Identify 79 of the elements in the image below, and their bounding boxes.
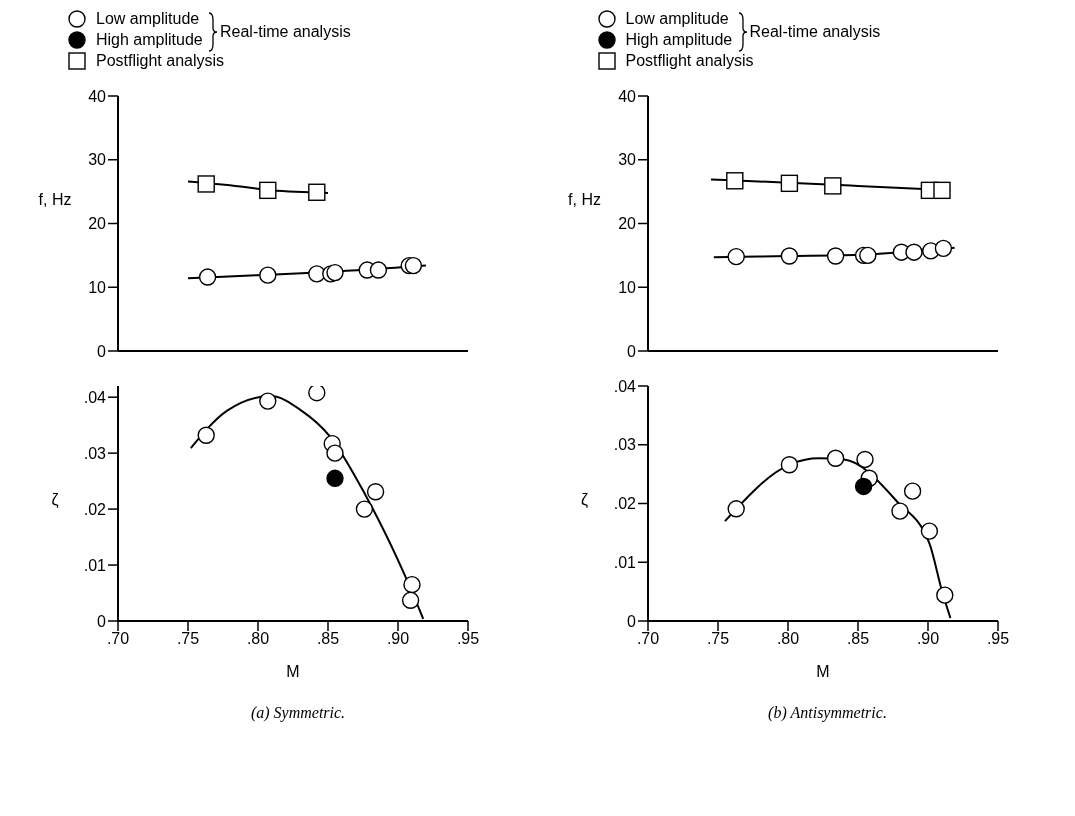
y-tick-label: 30	[617, 151, 636, 169]
legend-label: Low amplitude	[96, 9, 200, 28]
y-tick-label: 0	[626, 342, 636, 360]
x-tick-label: .95	[986, 630, 1009, 648]
y-tick-label: 40	[88, 87, 107, 105]
y-tick-label: .03	[613, 436, 636, 454]
point	[932, 181, 951, 200]
legend-label: High amplitude	[96, 30, 203, 49]
point	[369, 261, 388, 279]
point	[823, 177, 841, 195]
point	[780, 456, 798, 474]
text: (b) Antisymmetric.	[767, 704, 888, 722]
point	[935, 586, 953, 604]
y-tick-label: 20	[617, 215, 636, 233]
x-tick-label: .90	[916, 630, 939, 648]
x-tick-label: .75	[706, 630, 729, 648]
y-tick-label: .04	[613, 377, 636, 395]
text: (a) Symmetric.	[249, 704, 347, 722]
y-axis-title: ζ	[579, 491, 590, 509]
point	[727, 247, 745, 266]
x-tick-label: .85	[846, 630, 869, 648]
point	[401, 591, 420, 609]
point	[780, 174, 798, 193]
y-tick-label: .03	[83, 444, 107, 462]
x-tick-label: .75	[176, 630, 200, 648]
x-tick-label: .95	[456, 630, 480, 648]
point	[326, 263, 344, 282]
x-axis-title: M	[815, 663, 830, 680]
point	[934, 239, 952, 258]
point	[259, 266, 277, 284]
point	[404, 256, 423, 275]
point	[826, 449, 844, 467]
y-axis-title: f, Hz	[567, 191, 602, 209]
x-tick-label: .80	[246, 630, 270, 648]
y-tick-label: .04	[83, 388, 107, 406]
y-tick-label: 10	[617, 278, 636, 296]
y-tick-label: 20	[88, 215, 107, 233]
point	[826, 247, 844, 265]
y-tick-label: .01	[613, 553, 636, 571]
y-tick-label: 10	[88, 278, 107, 296]
x-tick-label: .90	[386, 630, 410, 648]
x-axis-title: M	[286, 663, 300, 680]
y-tick-label: 0	[626, 612, 636, 630]
y-tick-label: .02	[613, 495, 636, 513]
y-tick-label: .02	[83, 500, 107, 518]
point	[198, 268, 217, 286]
y-axis-title: ζ	[50, 491, 60, 509]
point	[920, 522, 938, 540]
point	[326, 469, 344, 488]
y-tick-label: .01	[83, 556, 107, 574]
point	[725, 172, 743, 190]
point	[326, 444, 344, 462]
x-tick-label: .85	[316, 630, 340, 648]
legend-label: High amplitude	[625, 30, 733, 49]
y-tick-label: 0	[97, 612, 107, 630]
point	[259, 181, 277, 200]
point	[858, 246, 876, 265]
point	[854, 477, 872, 496]
point	[727, 500, 745, 518]
x-tick-label: .70	[106, 630, 130, 648]
legend-label: Low amplitude	[625, 9, 729, 28]
point	[780, 247, 798, 265]
y-axis-title: f, Hz	[38, 191, 72, 209]
legend-label: Postflight analysis	[625, 51, 754, 70]
point	[197, 175, 215, 193]
point	[890, 502, 909, 520]
x-tick-label: .70	[636, 630, 659, 648]
y-tick-label: 40	[617, 87, 636, 105]
legend-label: Postflight analysis	[96, 51, 225, 70]
text: Real-time analysis	[749, 23, 881, 41]
point	[259, 392, 277, 410]
y-tick-label: 30	[88, 151, 107, 169]
x-tick-label: .80	[776, 630, 799, 648]
point	[197, 426, 215, 444]
point	[904, 243, 923, 261]
point	[308, 183, 326, 201]
text: Real-time analysis	[220, 23, 351, 41]
point	[403, 575, 421, 594]
y-tick-label: 0	[97, 342, 107, 360]
